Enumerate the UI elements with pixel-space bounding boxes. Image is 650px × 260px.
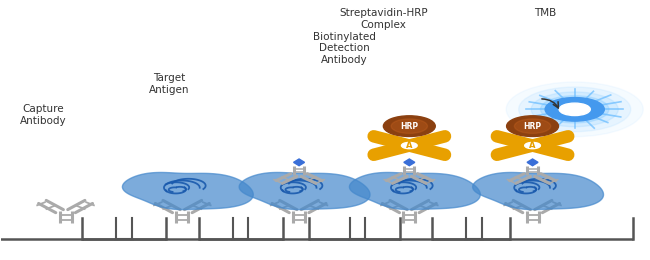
Text: Capture
Antibody: Capture Antibody bbox=[20, 104, 66, 126]
Circle shape bbox=[514, 119, 551, 133]
Circle shape bbox=[402, 142, 417, 149]
Polygon shape bbox=[239, 172, 370, 210]
Circle shape bbox=[545, 98, 605, 121]
Text: TMB: TMB bbox=[534, 9, 556, 18]
Text: HRP: HRP bbox=[400, 122, 419, 131]
Polygon shape bbox=[527, 159, 538, 166]
Polygon shape bbox=[404, 159, 415, 166]
Circle shape bbox=[525, 142, 540, 149]
Text: A: A bbox=[406, 141, 413, 150]
Circle shape bbox=[506, 116, 558, 136]
Polygon shape bbox=[350, 172, 480, 210]
Text: Biotinylated
Detection
Antibody: Biotinylated Detection Antibody bbox=[313, 32, 376, 65]
Polygon shape bbox=[473, 172, 603, 210]
Polygon shape bbox=[122, 172, 254, 210]
Circle shape bbox=[384, 116, 436, 136]
Text: Streptavidin-HRP
Complex: Streptavidin-HRP Complex bbox=[339, 9, 428, 30]
Circle shape bbox=[559, 103, 590, 115]
Text: HRP: HRP bbox=[523, 122, 541, 131]
Circle shape bbox=[531, 92, 618, 127]
Text: Target
Antigen: Target Antigen bbox=[149, 73, 190, 95]
Circle shape bbox=[540, 96, 609, 123]
Circle shape bbox=[506, 82, 644, 137]
Text: A: A bbox=[529, 141, 536, 150]
Polygon shape bbox=[294, 159, 305, 166]
Circle shape bbox=[391, 119, 428, 133]
Circle shape bbox=[519, 87, 630, 132]
